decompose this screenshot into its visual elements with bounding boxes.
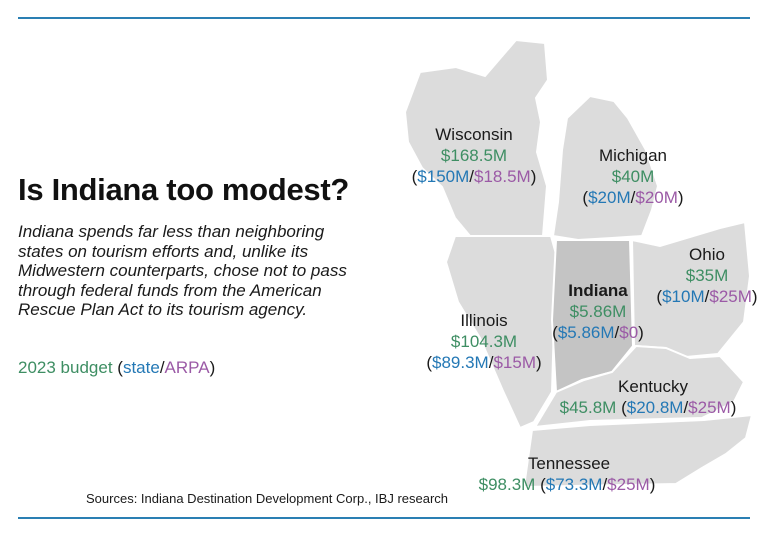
kentucky-name: Kentucky <box>618 377 688 396</box>
kentucky-total: $45.8M <box>559 398 617 417</box>
michigan-shape <box>551 94 660 242</box>
label-wisconsin: Wisconsin $168.5M ($150M/$18.5M) <box>404 124 544 187</box>
illinois-state: $89.3M <box>432 353 489 372</box>
tennessee-state: $73.3M <box>545 475 603 494</box>
ohio-state: $10M <box>662 287 705 306</box>
wisconsin-shape <box>403 38 550 237</box>
legend-close-paren: ) <box>209 358 216 377</box>
ohio-arpa: $25M <box>709 287 752 306</box>
dek-text: Indiana spends far less than neighboring… <box>18 222 347 319</box>
tennessee-name: Tennessee <box>527 454 611 473</box>
kentucky-shape <box>533 344 746 429</box>
indiana-state: $5.86M <box>557 323 615 342</box>
budget-legend: 2023 budget (state/ARPA) <box>18 358 215 378</box>
kentucky-arpa: $25M <box>688 398 731 417</box>
legend-budget-label: 2023 budget <box>18 358 113 377</box>
ohio-name: Ohio <box>689 245 725 264</box>
label-michigan: Michigan $40M ($20M/$20M) <box>566 145 700 208</box>
illinois-name: Illinois <box>460 311 508 330</box>
source-note: Sources: Indiana Destination Development… <box>86 491 449 506</box>
indiana-total: $5.86M <box>569 302 627 321</box>
michigan-total: $40M <box>611 167 655 186</box>
headline: Is Indiana too modest? <box>18 172 349 207</box>
legend-state-label: state <box>122 358 160 377</box>
wisconsin-name: Wisconsin <box>435 125 513 144</box>
top-rule <box>18 17 750 19</box>
label-illinois: Illinois $104.3M ($89.3M/$15M) <box>414 310 554 373</box>
label-tennessee: Tennessee $98.3M ($73.3M/$25M) <box>460 453 674 495</box>
illinois-total: $104.3M <box>450 332 518 351</box>
wisconsin-arpa: $18.5M <box>474 167 531 186</box>
kentucky-state: $20.8M <box>626 398 684 417</box>
label-kentucky: Kentucky $45.8M ($20.8M/$25M) <box>540 376 756 418</box>
legend-open-paren: ( <box>117 358 123 377</box>
tennessee-total: $98.3M <box>478 475 536 494</box>
label-indiana: Indiana $5.86M ($5.86M/$0) <box>538 280 658 343</box>
label-ohio: Ohio $35M ($10M/$25M) <box>646 244 768 307</box>
legend-arpa-label: ARPA <box>164 358 210 377</box>
indiana-arpa: $0 <box>619 323 639 342</box>
wisconsin-state: $150M <box>417 167 470 186</box>
tennessee-arpa: $25M <box>607 475 650 494</box>
tennessee-shape <box>522 413 754 489</box>
illinois-arpa: $15M <box>493 353 536 372</box>
wisconsin-total: $168.5M <box>440 146 508 165</box>
michigan-arpa: $20M <box>635 188 678 207</box>
illinois-shape <box>444 235 558 430</box>
bottom-rule <box>18 517 750 519</box>
ohio-total: $35M <box>685 266 729 285</box>
indiana-name: Indiana <box>568 281 628 300</box>
michigan-state: $20M <box>588 188 631 207</box>
michigan-name: Michigan <box>598 146 668 165</box>
legend-slash: / <box>159 358 165 377</box>
